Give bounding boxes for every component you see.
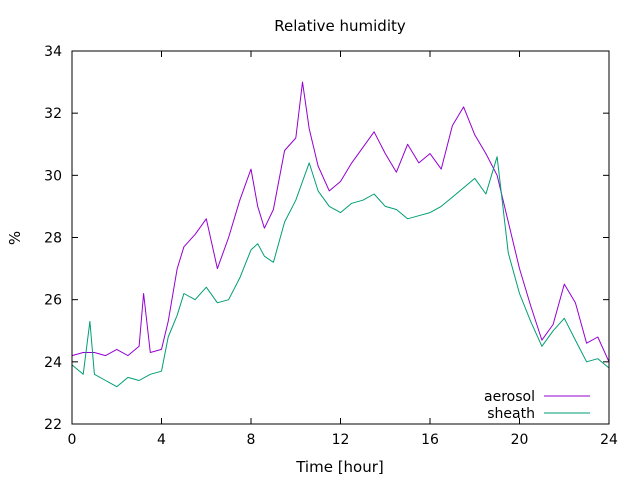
y-tick-label: 32 <box>44 106 62 122</box>
x-tick-label: 12 <box>332 432 350 448</box>
series-line-sheath <box>71 156 610 388</box>
y-tick-label: 30 <box>44 168 62 184</box>
y-tick-label: 34 <box>44 44 62 60</box>
series-line-aerosol <box>71 81 610 363</box>
x-tick-label: 24 <box>600 432 618 448</box>
y-tick-label: 22 <box>44 417 62 433</box>
x-tick-label: 8 <box>247 432 256 448</box>
x-tick-label: 20 <box>511 432 529 448</box>
legend-label-aerosol: aerosol <box>484 389 535 405</box>
x-tick-label: 0 <box>68 432 77 448</box>
x-tick-label: 16 <box>421 432 439 448</box>
x-axis-label: Time [hour] <box>295 458 384 476</box>
y-axis-label: % <box>6 231 24 245</box>
series-group <box>71 81 610 388</box>
y-tick-label: 28 <box>44 231 62 247</box>
plot-frame <box>71 50 610 425</box>
y-tick-label: 24 <box>44 355 62 371</box>
y-tick-label: 26 <box>44 293 62 309</box>
x-tick-label: 4 <box>157 432 166 448</box>
chart-title: Relative humidity <box>274 17 406 35</box>
legend-label-sheath: sheath <box>487 406 535 422</box>
